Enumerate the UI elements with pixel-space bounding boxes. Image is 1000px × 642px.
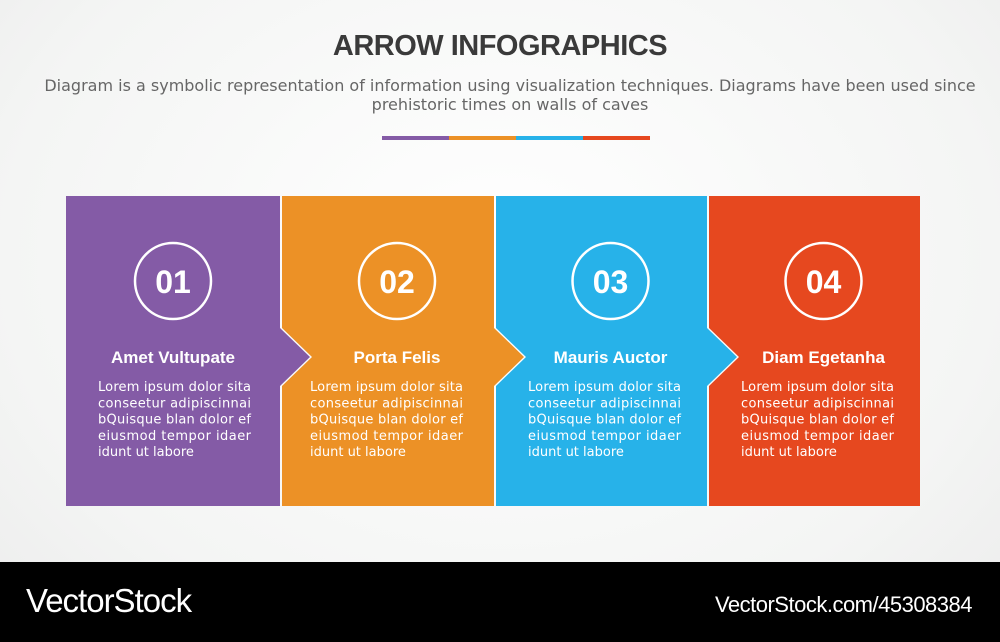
step-description-line: idunt ut labore (741, 445, 837, 460)
image-url: VectorStock.com/45308384 (714, 592, 973, 617)
title-underline-segment (583, 136, 650, 140)
page-title: ARROW INFOGRAPHICS (332, 30, 668, 62)
step-description-line: eiusmod tempor idaer (528, 429, 682, 444)
title-underline-segment (449, 136, 516, 140)
step-number: 03 (593, 264, 629, 300)
step-description-line: conseetur adipiscinnai (98, 396, 251, 411)
step-description-line: conseetur adipiscinnai (528, 396, 681, 411)
step-title: Diam Egetanha (762, 348, 885, 367)
step-description-line: idunt ut labore (528, 445, 624, 460)
step-description-line: Lorem ipsum dolor sita (741, 380, 894, 395)
step-description-line: eiusmod tempor idaer (310, 429, 464, 444)
vectorstock-logo: VectorStock (26, 582, 192, 619)
step-description-line: idunt ut labore (310, 445, 406, 460)
title-underline-segment (516, 136, 583, 140)
step-number-circle (357, 241, 437, 321)
step-number: 01 (155, 264, 191, 300)
step-description-line: bQuisque blan dolor ef (741, 413, 894, 428)
step-panel-04 (709, 196, 920, 506)
step-panel-01 (66, 196, 310, 506)
watermark-footer: VectorStock VectorStock.com/45308384 (0, 562, 1000, 642)
step-description-line: conseetur adipiscinnai (310, 396, 463, 411)
step-description-line: eiusmod tempor idaer (98, 429, 252, 444)
step-description-line: bQuisque blan dolor ef (310, 413, 463, 428)
step-number: 02 (379, 264, 415, 300)
title-underline-segment (382, 136, 449, 140)
step-description-line: Lorem ipsum dolor sita (310, 380, 463, 395)
step-description-line: Lorem ipsum dolor sita (98, 380, 251, 395)
step-title: Amet Vultupate (111, 348, 235, 367)
step-title: Mauris Auctor (554, 348, 668, 367)
step-description-line: eiusmod tempor idaer (741, 429, 895, 444)
step-panel-03 (496, 196, 737, 506)
step-description-line: bQuisque blan dolor ef (98, 413, 251, 428)
step-number-circle (571, 241, 650, 321)
step-title: Porta Felis (354, 348, 441, 367)
step-description-line: conseetur adipiscinnai (741, 396, 894, 411)
step-number-circle (784, 241, 863, 321)
step-description-line: bQuisque blan dolor ef (528, 413, 681, 428)
step-number-circle (133, 241, 213, 321)
step-number: 04 (806, 264, 842, 300)
step-description-line: idunt ut labore (98, 445, 194, 460)
page-subtitle: Diagram is a symbolic representation of … (44, 76, 976, 114)
step-panel-02 (282, 196, 524, 506)
step-description-line: Lorem ipsum dolor sita (528, 380, 681, 395)
